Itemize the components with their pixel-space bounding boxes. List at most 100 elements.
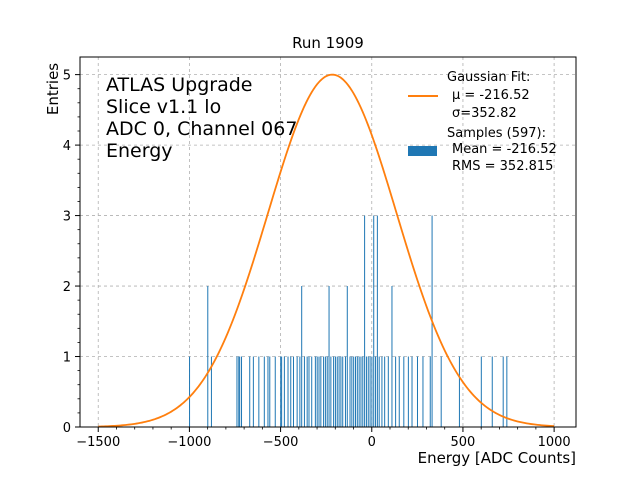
histogram-bar	[269, 356, 271, 427]
y-tick-label: 1	[63, 351, 71, 366]
annotation-line: Energy	[106, 140, 173, 162]
histogram-bar	[303, 356, 305, 427]
histogram-bar	[320, 356, 322, 427]
histogram-bar	[324, 356, 326, 427]
histogram-bar	[440, 356, 442, 427]
y-tick-label: 5	[63, 69, 71, 84]
x-tick-label: −1500	[76, 435, 120, 450]
histogram-bar	[283, 356, 285, 427]
histogram-bar	[274, 356, 276, 427]
legend-fit-mu: μ = -216.52	[452, 88, 530, 103]
histogram-bar	[299, 356, 301, 427]
legend-samples-swatch	[408, 146, 437, 156]
histogram-bar	[491, 356, 493, 427]
y-axis-label: Entries	[44, 63, 62, 115]
annotation-block: ATLAS Upgrade Slice v1.1 lo ADC 0, Chann…	[106, 74, 297, 162]
histogram-bar	[367, 356, 369, 427]
x-tick-label: 1000	[538, 435, 571, 450]
histogram-bar	[360, 356, 362, 427]
histogram-bar	[328, 286, 330, 427]
histogram-bar	[301, 286, 303, 427]
histogram-bar	[258, 356, 260, 427]
histogram-bar	[280, 356, 282, 427]
legend-fit-title: Gaussian Fit:	[447, 70, 530, 85]
histogram-bar	[384, 356, 386, 427]
axis-ticks: −1500 −1000 −500 0 500 1000 0 1 2 3 4 5	[63, 69, 571, 450]
y-tick-label: 2	[63, 280, 71, 295]
x-axis-label: Energy [ADC Counts]	[418, 449, 576, 467]
histogram-bar	[371, 356, 373, 427]
histogram-bar	[308, 356, 310, 427]
histogram-bar	[336, 356, 338, 427]
histogram-bar	[458, 356, 460, 427]
histogram-bar	[376, 215, 378, 427]
histogram-bar	[398, 356, 400, 427]
histogram-bar	[316, 356, 318, 427]
histogram-bar	[344, 356, 346, 427]
histogram-bar	[356, 356, 358, 427]
histogram-bar	[236, 356, 238, 427]
plot-frame	[79, 56, 577, 428]
y-tick-label: 3	[63, 210, 71, 225]
gaussian-fit	[98, 73, 555, 428]
histogram-bar	[429, 356, 431, 427]
y-tick-label: 4	[63, 139, 71, 154]
histogram-bar	[387, 356, 389, 427]
histogram-bar	[267, 356, 269, 427]
histogram-bar	[502, 356, 504, 427]
histogram-bar	[411, 356, 413, 427]
histogram-bar	[362, 356, 364, 427]
histogram-bar	[506, 356, 508, 427]
x-tick-label: 0	[368, 435, 376, 450]
histogram-bar	[306, 356, 308, 427]
histogram-bar	[333, 356, 335, 427]
histogram-bar	[334, 356, 336, 427]
histogram-bar	[381, 356, 383, 427]
histogram-bar	[207, 286, 209, 427]
x-tick-label: −1000	[167, 435, 211, 450]
histogram-bar	[422, 356, 424, 427]
histogram-bar	[314, 356, 316, 427]
histogram-bar	[351, 356, 353, 427]
histogram-bar	[338, 356, 340, 427]
histogram-bar	[326, 356, 328, 427]
histogram-bar	[210, 356, 212, 427]
y-tick-label: 0	[63, 421, 71, 436]
histogram-bar	[353, 356, 355, 427]
histogram-bar	[287, 356, 289, 427]
histogram-bar	[375, 356, 377, 427]
legend: Gaussian Fit: μ = -216.52 σ=352.82 Sampl…	[408, 70, 557, 174]
histogram-bar	[349, 356, 351, 427]
histogram-bar	[238, 356, 240, 427]
histogram-bar	[354, 356, 356, 427]
histogram-bar	[189, 356, 191, 427]
annotation-line: ATLAS Upgrade	[106, 74, 252, 96]
histogram-bar	[407, 356, 409, 427]
histogram-bar	[373, 215, 375, 427]
histogram-bar	[323, 356, 325, 427]
histogram-bar	[290, 356, 292, 427]
histogram-bar	[403, 356, 405, 427]
x-tick-label: 500	[451, 435, 476, 450]
histogram-bar	[480, 356, 482, 427]
histogram-bar	[263, 356, 265, 427]
legend-samples-rms: RMS = 352.815	[452, 159, 553, 174]
histogram-bar	[358, 356, 360, 427]
histogram-bar	[364, 215, 366, 427]
x-tick-label: −500	[263, 435, 299, 450]
histogram-bar	[342, 356, 344, 427]
histogram-bar	[378, 356, 380, 427]
histogram-bar	[318, 356, 320, 427]
histogram-bar	[346, 286, 348, 427]
histogram-bar	[369, 356, 371, 427]
histogram-bar	[296, 356, 298, 427]
legend-samples-mean: Mean = -216.52	[452, 142, 557, 157]
histogram-bar	[311, 356, 313, 427]
histogram-bar	[395, 356, 397, 427]
histogram-bar	[340, 356, 342, 427]
histogram-bar	[292, 356, 294, 427]
histogram-bar	[391, 286, 393, 427]
annotation-line: ADC 0, Channel 067	[106, 118, 297, 140]
